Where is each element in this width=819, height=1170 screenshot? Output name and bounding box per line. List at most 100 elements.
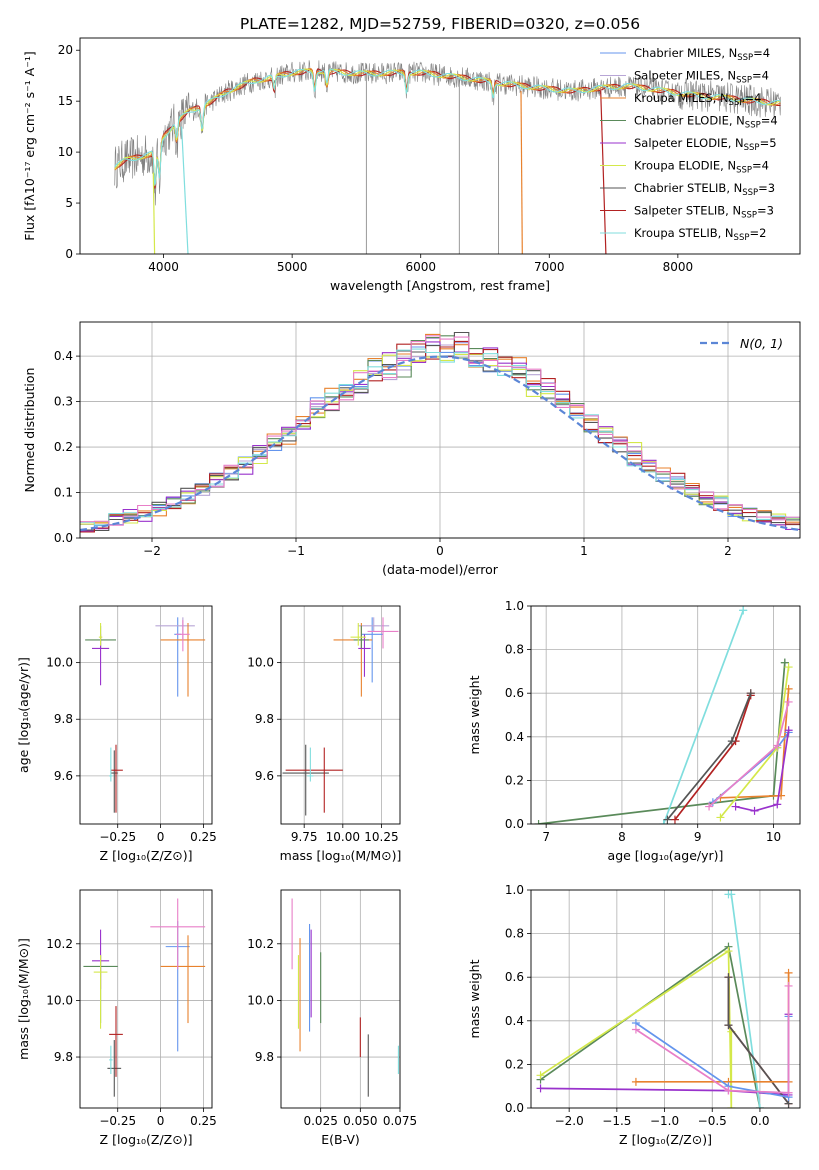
plus-marker — [724, 1086, 733, 1095]
legend-label: Kroupa MILES, N — [634, 91, 729, 105]
x-tick-label: 1 — [580, 544, 588, 558]
errorbar-point — [358, 634, 371, 677]
mass-weight-series — [735, 730, 790, 812]
y-tick-label: 0.4 — [505, 1014, 524, 1028]
mass-weight-series — [635, 985, 790, 1094]
y-tick-label: 0.0 — [505, 1101, 524, 1115]
mass-weight-series — [540, 945, 761, 1108]
errorbar-point — [109, 1045, 113, 1075]
errorbar-point — [109, 1006, 123, 1077]
plus-marker — [727, 737, 736, 746]
plus-marker — [773, 741, 782, 750]
plus-marker — [780, 658, 789, 667]
plus-marker — [755, 1104, 764, 1108]
axes-frame — [530, 889, 801, 1109]
errorbar-point — [150, 898, 206, 970]
mass-weight-series — [538, 662, 786, 824]
y-tick-label: 0.8 — [505, 643, 524, 657]
plus-marker — [724, 973, 733, 982]
errorbar-point — [109, 747, 113, 782]
legend-value: =3 — [757, 204, 774, 218]
x-tick-label: 8000 — [663, 260, 694, 274]
legend-entry: N(0, 1) — [740, 336, 783, 351]
y-tick-label: 20 — [58, 43, 73, 57]
y-tick-label: 0.6 — [505, 686, 524, 700]
legend-value: =4 — [761, 114, 778, 128]
x-tick-label: 0.050 — [343, 1114, 377, 1128]
x-tick-label: 0.025 — [303, 1114, 337, 1128]
x-axis-label: E(B-V) — [321, 1132, 360, 1147]
x-tick-label: −0.5 — [698, 1114, 727, 1128]
legend-value: =2 — [749, 226, 766, 240]
legend-value: =4 — [752, 69, 769, 83]
plus-marker — [784, 697, 793, 706]
legend-subscript: SSP — [745, 121, 761, 131]
plus-marker — [727, 1104, 736, 1108]
legend-entry: Salpeter MILES, NSSP=4 — [634, 69, 769, 86]
legend-subscript: SSP — [736, 76, 752, 86]
legend-entry: Chabrier ELODIE, NSSP=4 — [634, 114, 778, 131]
plus-marker — [716, 813, 725, 822]
legend-label: Kroupa ELODIE, N — [634, 159, 736, 173]
errorbar-point — [174, 617, 182, 697]
legend-label: Kroupa STELIB, N — [634, 226, 734, 240]
y-tick-label: 0.2 — [505, 1057, 524, 1071]
x-tick-label: −1.5 — [602, 1114, 631, 1128]
x-tick-label: 6000 — [405, 260, 436, 274]
plus-marker — [724, 1021, 733, 1030]
y-tick-label: 1.0 — [505, 599, 524, 613]
legend-entry: Kroupa MILES, NSSP=4 — [634, 91, 761, 108]
errorbar-point — [285, 747, 343, 813]
y-axis-label: mass [log₁₀(M/M⊙)] — [16, 938, 31, 1060]
y-tick-label: 10.2 — [46, 937, 73, 951]
y-axis-label: Flux [fλ10⁻¹⁷ erg cm⁻² s⁻¹ A⁻¹] — [22, 51, 37, 240]
legend-value: =4 — [753, 46, 770, 60]
plot-area — [282, 617, 399, 816]
errorbar-point — [176, 620, 190, 652]
plot-area — [534, 606, 793, 824]
y-tick-label: 10.0 — [247, 656, 274, 670]
y-tick-label: 0.3 — [54, 395, 73, 409]
errorbar-point — [155, 617, 195, 640]
legend-entry: Kroupa STELIB, NSSP=2 — [634, 226, 766, 243]
mass-weight-series — [540, 949, 733, 1108]
mass-weight-series — [662, 610, 744, 824]
plus-marker — [724, 947, 733, 956]
y-tick-label: 10.2 — [247, 937, 274, 951]
errorbar-point — [350, 622, 366, 646]
plus-marker — [746, 689, 755, 698]
model-dropout-line — [600, 90, 607, 254]
legend-label: Salpeter MILES, N — [634, 69, 736, 83]
x-tick-label: 0.25 — [190, 830, 217, 844]
errorbar-point — [367, 617, 399, 649]
legend-entry: Salpeter STELIB, NSSP=3 — [634, 204, 774, 221]
y-tick-label: 0.1 — [54, 486, 73, 500]
x-axis-label: Z [log₁₀(Z/Z⊙)] — [619, 1132, 712, 1147]
plus-marker — [631, 1077, 640, 1086]
x-tick-label: 0 — [436, 544, 444, 558]
x-tick-label: 10.25 — [364, 830, 398, 844]
normal-curve — [80, 355, 800, 532]
model-dropout-line — [152, 172, 156, 254]
x-tick-label: −0.25 — [99, 1114, 136, 1128]
legend-subscript: SSP — [736, 166, 752, 176]
y-tick-label: 0.2 — [54, 440, 73, 454]
plus-marker — [663, 815, 672, 824]
y-tick-label: 0.2 — [505, 773, 524, 787]
y-axis-label: Normed distribution — [22, 368, 37, 493]
x-tick-label: 8 — [618, 830, 626, 844]
panel-age-vs-Z: −0.25 0 0.25 9.6 9.8 10.0 Z [log₁₀(Z/Z⊙)] age [… — [16, 605, 217, 863]
errorbar-point — [107, 1040, 122, 1097]
x-tick-label: 10.00 — [326, 830, 360, 844]
panel-residual-histogram: −2 −1 0 1 2 0.0 0.1 0.2 0.3 0.4 (data-model)/error… — [22, 321, 801, 577]
x-tick-label: 5000 — [277, 260, 308, 274]
y-tick-label: 15 — [58, 94, 73, 108]
legend-label: Salpeter STELIB, N — [634, 204, 741, 218]
y-tick-label: 1.0 — [505, 883, 524, 897]
y-tick-label: 10.0 — [46, 656, 73, 670]
legend-label: Chabrier MILES, N — [634, 46, 737, 60]
x-tick-label: 7 — [542, 830, 550, 844]
y-tick-label: 0.0 — [505, 817, 524, 831]
x-tick-label: 4000 — [148, 260, 179, 274]
panel-mass-weight-vs-Z: −2.0 −1.5 −1.0 −0.5 0.0 0.0 0.2 0.4 0.6 0.8 1.0 Z [… — [467, 883, 801, 1147]
